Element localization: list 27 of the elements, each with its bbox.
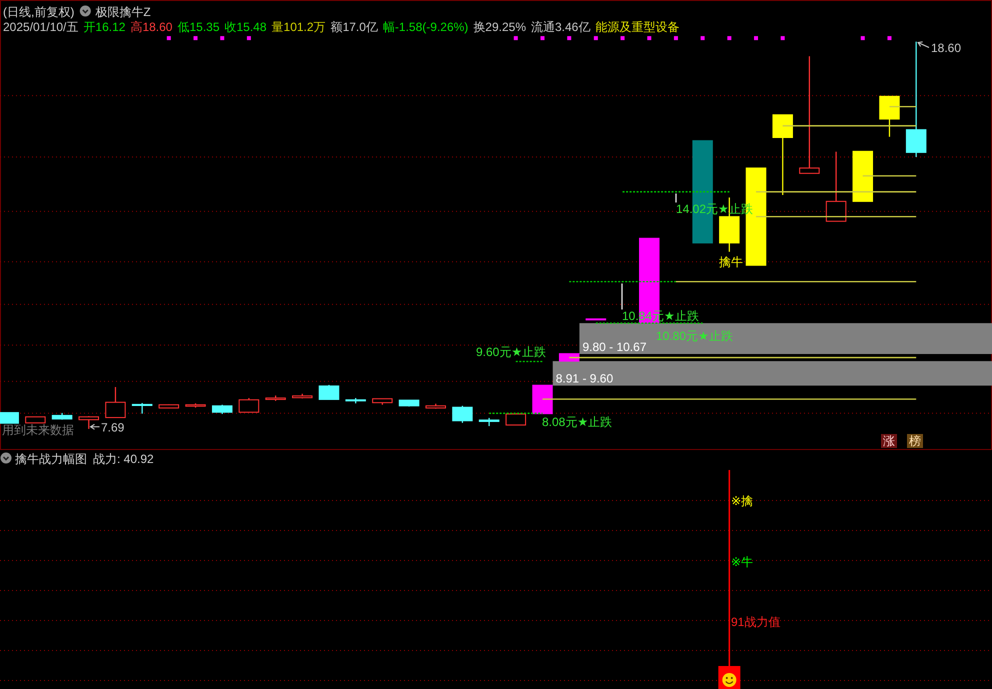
annotation: 低15.35 bbox=[177, 20, 220, 34]
annotation: 用到未来数据 bbox=[2, 423, 74, 437]
annotation: 收15.48 bbox=[224, 20, 267, 34]
chart-title: (日线,前复权) bbox=[3, 5, 74, 19]
band-label: 8.91 - 9.60 bbox=[556, 372, 614, 386]
annotation: 10.80元★止跌 bbox=[656, 329, 733, 343]
annotation: 8.08元★止跌 bbox=[542, 415, 612, 429]
annotation: 高18.60 bbox=[130, 20, 173, 34]
annotation: ※擒 bbox=[731, 494, 754, 508]
chart-subtitle: 极限擒牛Z bbox=[94, 5, 151, 19]
annotation: 量101.2万 bbox=[272, 20, 326, 34]
annotation: 换29.25% bbox=[473, 20, 526, 34]
annotation: 额17.0亿 bbox=[330, 20, 378, 34]
annotation: 幅-1.58(-9.26%) bbox=[382, 20, 468, 34]
annotation: 91战力值 bbox=[731, 615, 780, 629]
annotation: 2025/01/10/五 bbox=[3, 20, 78, 34]
annotation: 开16.12 bbox=[83, 20, 126, 34]
annotation: 流通3.46亿 bbox=[531, 20, 590, 34]
annotation: 擒牛 bbox=[719, 255, 743, 269]
text: 18.60 bbox=[931, 41, 962, 55]
annotation: 7.69 bbox=[101, 420, 125, 434]
band-label: 9.80 - 10.67 bbox=[582, 340, 647, 354]
chart-subtitle: 战力: 40.92 bbox=[93, 452, 154, 466]
chart-title: 擒牛战力幅图 bbox=[15, 452, 87, 466]
annotation: ※牛 bbox=[731, 555, 754, 569]
annotation: 能源及重型设备 bbox=[595, 20, 680, 34]
annotation: 9.60元★止跌 bbox=[476, 345, 546, 359]
